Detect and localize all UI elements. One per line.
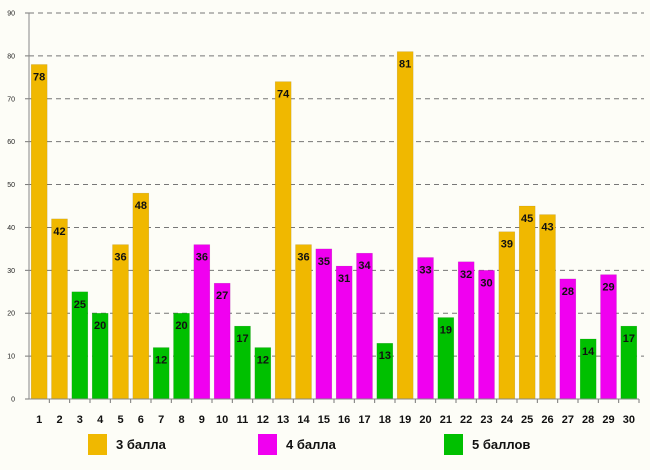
y-tick-label: 80 [7,53,15,60]
y-tick-label: 70 [7,96,15,103]
legend-swatch-green [444,434,463,455]
x-tick-label: 12 [257,414,269,426]
x-tick-label: 11 [237,414,249,426]
x-tick-label: 30 [623,414,635,426]
x-tick-label: 19 [399,414,411,426]
bar [30,64,48,400]
x-tick-label: 16 [338,414,350,426]
y-tick-label: 40 [7,225,15,232]
legend-swatch-orange [88,434,107,455]
data-label: 17 [623,333,635,345]
bar [193,244,211,400]
data-label: 43 [541,222,553,234]
data-label: 33 [419,264,431,276]
bar [132,192,150,400]
x-tick-label: 1 [36,414,42,426]
x-tick-label: 9 [199,414,205,426]
y-tick-label: 50 [7,182,15,189]
data-label: 30 [480,277,492,289]
x-tick-label: 2 [56,414,62,426]
x-tick-label: 20 [419,414,431,426]
legend-item-4-points: 4 балла [258,434,336,455]
data-label: 36 [297,252,309,264]
y-tick-label: 60 [7,139,15,146]
bar [396,51,414,400]
data-label: 34 [358,260,371,272]
x-tick-label: 21 [440,414,452,426]
bar [478,270,495,400]
data-label: 74 [277,89,290,101]
bar [315,248,333,400]
data-label: 20 [94,320,106,332]
data-label: 42 [53,226,65,238]
x-tick-label: 25 [521,414,533,426]
x-tick-label: 17 [358,414,370,426]
bar [457,261,475,400]
bar-chart-plot: 0102030405060708090781422253204365486127… [7,11,644,426]
data-label: 36 [196,252,208,264]
bar [356,252,373,400]
data-label: 45 [521,213,533,225]
x-tick-label: 29 [602,414,614,426]
legend-label: 3 балла [116,437,166,452]
data-label: 14 [582,346,595,358]
x-tick-label: 5 [117,414,123,426]
legend-item-5-points: 5 баллов [444,434,530,455]
x-tick-label: 28 [582,414,594,426]
legend-swatch-magenta [258,434,277,455]
data-label: 28 [562,286,574,298]
bar [518,205,536,400]
x-tick-label: 13 [277,414,289,426]
x-tick-label: 26 [541,414,553,426]
legend-item-3-points: 3 балла [88,434,166,455]
x-tick-label: 15 [318,414,330,426]
bar [295,244,312,400]
data-label: 25 [74,299,86,311]
bar [51,218,68,400]
x-tick-label: 24 [501,414,514,426]
y-tick-label: 20 [7,311,15,318]
y-tick-label: 90 [7,11,15,18]
x-tick-label: 6 [138,414,144,426]
x-tick-label: 7 [158,414,164,426]
x-tick-label: 14 [297,414,310,426]
data-label: 17 [236,333,248,345]
bar [112,244,129,400]
bar [498,231,516,400]
data-label: 39 [501,239,513,251]
x-tick-label: 22 [460,414,472,426]
y-tick-label: 10 [7,354,15,361]
data-label: 20 [175,320,187,332]
bar [417,257,434,400]
data-label: 78 [33,71,45,83]
x-tick-label: 4 [97,414,104,426]
data-label: 32 [460,269,472,281]
y-tick-label: 0 [11,397,15,404]
data-label: 36 [114,252,126,264]
x-tick-label: 3 [77,414,83,426]
data-label: 29 [602,282,614,294]
bar [335,265,353,400]
x-tick-label: 18 [379,414,391,426]
x-tick-label: 10 [216,414,228,426]
legend-label: 5 баллов [472,437,531,452]
data-label: 12 [155,355,167,367]
bar [539,214,556,400]
data-label: 35 [318,256,330,268]
data-label: 12 [257,355,269,367]
y-tick-label: 30 [7,268,15,275]
legend-label: 4 балла [286,437,336,452]
data-label: 19 [440,325,452,337]
bar [274,81,292,400]
x-tick-label: 23 [480,414,492,426]
data-label: 81 [399,59,411,71]
x-tick-label: 27 [562,414,574,426]
data-label: 13 [379,350,391,362]
data-label: 31 [338,273,350,285]
x-tick-label: 8 [178,414,184,426]
data-label: 48 [135,200,147,212]
data-label: 27 [216,290,228,302]
